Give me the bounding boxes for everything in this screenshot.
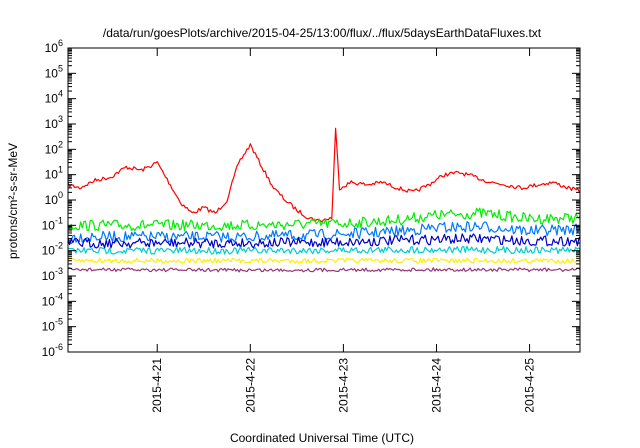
y-tick-label: 105 <box>45 63 63 80</box>
series-line <box>68 257 580 264</box>
series-line <box>68 267 580 273</box>
series-line <box>68 221 580 243</box>
y-tick-label: 10-6 <box>42 342 63 359</box>
y-tick-label: 106 <box>45 38 63 55</box>
y-tick-label: 100 <box>45 190 63 207</box>
y-tick-label: 10-3 <box>42 266 63 283</box>
axes-layer: 10-6 10-5 10-4 10-3 10-2 10-1 100 101 102 103 104 1… <box>42 38 581 413</box>
y-tick-label: 10-5 <box>42 317 63 334</box>
series-line <box>68 207 580 232</box>
y-tick-label: 101 <box>45 165 63 182</box>
y-tick-label: 10-2 <box>42 241 63 258</box>
plot-frame <box>67 47 581 353</box>
chart-title: /data/run/goesPlots/archive/2015-04-25/1… <box>103 26 542 40</box>
y-axis-label: protons/cm²-s-sr-MeV <box>6 143 20 259</box>
x-tick-label: 2015-4-25 <box>523 358 537 413</box>
y-tick-label: 103 <box>45 114 63 131</box>
y-tick-label: 102 <box>45 139 63 156</box>
x-tick-label: 2015-4-23 <box>336 358 350 413</box>
y-tick-label: 104 <box>45 89 63 106</box>
x-tick-label: 2015-4-22 <box>243 358 257 413</box>
series-line <box>68 245 580 255</box>
x-tick-label: 2015-4-21 <box>150 358 164 413</box>
series-line <box>68 233 580 249</box>
series-line <box>68 127 580 223</box>
y-tick-label: 10-4 <box>42 291 63 308</box>
x-tick-label: 2015-4-24 <box>429 358 443 413</box>
x-axis-label: Coordinated Universal Time (UTC) <box>230 431 414 445</box>
y-tick-label: 10-1 <box>42 215 63 232</box>
series-layer <box>68 127 580 273</box>
